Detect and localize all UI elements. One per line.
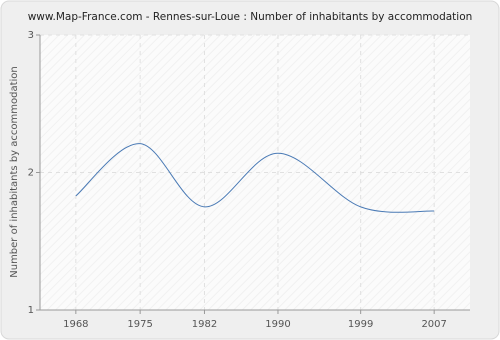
line xyxy=(75,143,435,213)
y-tick-label: 1 xyxy=(28,305,34,316)
y-tick-label: 2 xyxy=(28,168,34,179)
x-tick-label: 1999 xyxy=(348,319,373,330)
y-tick-label: 3 xyxy=(28,30,34,41)
x-tick-label: 2007 xyxy=(421,319,446,330)
x-tick-label: 1990 xyxy=(265,319,290,330)
x-tick-label: 1982 xyxy=(192,319,217,330)
y-axis-label: Number of inhabitants by accommodation xyxy=(9,66,20,278)
plot-area xyxy=(40,35,470,310)
chart-title: www.Map-France.com - Rennes-sur-Loue : N… xyxy=(28,11,473,23)
x-tick-label: 1968 xyxy=(63,319,88,330)
x-tick-label: 1975 xyxy=(127,319,152,330)
